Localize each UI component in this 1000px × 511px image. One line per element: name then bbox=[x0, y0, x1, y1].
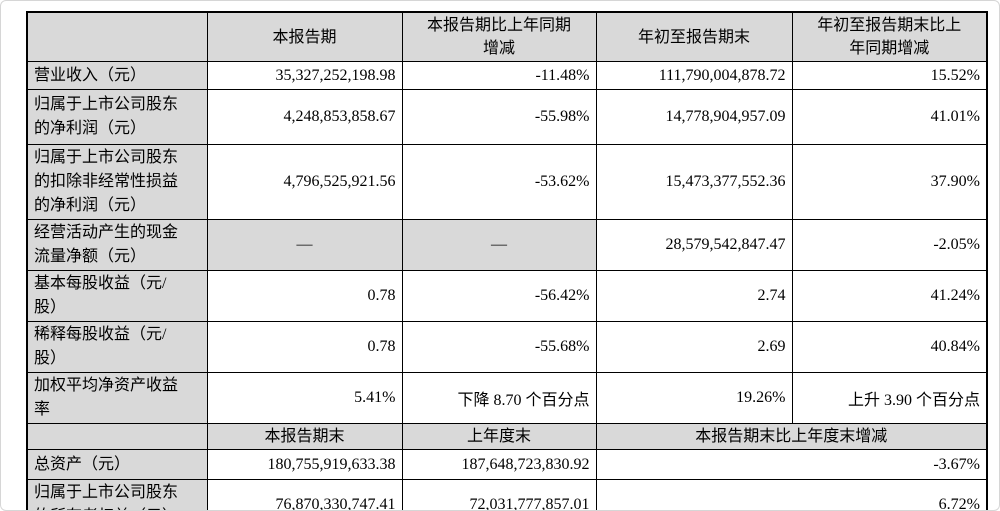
value-cell: -53.62% bbox=[401, 144, 597, 220]
empty-dash-cell: — bbox=[401, 219, 597, 271]
column-header-ytd-yoy-change: 年初至报告期末比上 年同期增减 bbox=[791, 11, 988, 62]
value-cell: -11.48% bbox=[401, 61, 597, 90]
corner-cell bbox=[26, 11, 208, 62]
value-cell: 15,473,377,552.36 bbox=[595, 144, 793, 220]
row-label: 归属于上市公司股东 的净利润（元） bbox=[26, 89, 208, 145]
corner-cell bbox=[26, 423, 208, 450]
value-cell: 41.24% bbox=[791, 270, 988, 322]
value-cell: 111,790,004,878.72 bbox=[595, 61, 793, 90]
section2-header-row: 本报告期末 上年度末 本报告期末比上年度末增减 bbox=[26, 423, 988, 450]
table-row-basic-eps: 基本每股收益（元/ 股） 0.78 -56.42% 2.74 41.24% bbox=[26, 270, 988, 322]
section1-header-row: 本报告期 本报告期比上年同期 增减 年初至报告期末 年初至报告期末比上 年同期增… bbox=[26, 11, 988, 62]
table-row-total-assets: 总资产（元） 180,755,919,633.38 187,648,723,83… bbox=[26, 449, 988, 480]
value-cell: 19.26% bbox=[595, 372, 793, 424]
table-row-net-profit-excl-nonrecurring: 归属于上市公司股东 的扣除非经常性损益 的净利润（元） 4,796,525,92… bbox=[26, 144, 988, 220]
table-row-revenue: 营业收入（元） 35,327,252,198.98 -11.48% 111,79… bbox=[26, 61, 988, 90]
value-cell: -56.42% bbox=[401, 270, 597, 322]
row-label: 总资产（元） bbox=[26, 449, 208, 480]
row-label: 加权平均净资产收益 率 bbox=[26, 372, 208, 424]
value-cell: 上升 3.90 个百分点 bbox=[791, 372, 988, 424]
value-cell: 4,796,525,921.56 bbox=[206, 144, 403, 220]
column-header-end-of-period: 本报告期末 bbox=[206, 423, 403, 450]
value-cell: 37.90% bbox=[791, 144, 988, 220]
value-cell: 76,870,330,747.41 bbox=[206, 479, 403, 510]
table-row-owners-equity: 归属于上市公司股东 的所有者权益（元） 76,870,330,747.41 72… bbox=[26, 479, 988, 510]
value-cell: 5.41% bbox=[206, 372, 403, 424]
value-cell: 0.78 bbox=[206, 321, 403, 373]
row-label: 归属于上市公司股东 的所有者权益（元） bbox=[26, 479, 208, 510]
value-cell: 下降 8.70 个百分点 bbox=[401, 372, 597, 424]
empty-dash-cell: — bbox=[206, 219, 403, 271]
value-cell: 15.52% bbox=[791, 61, 988, 90]
column-header-end-of-last-year: 上年度末 bbox=[401, 423, 597, 450]
value-cell: 72,031,777,857.01 bbox=[401, 479, 597, 510]
value-cell: 2.69 bbox=[595, 321, 793, 373]
column-header-yoy-change: 本报告期比上年同期 增减 bbox=[401, 11, 597, 62]
value-cell: 41.01% bbox=[791, 89, 988, 145]
value-cell: 2.74 bbox=[595, 270, 793, 322]
value-cell: 180,755,919,633.38 bbox=[206, 449, 403, 480]
value-cell: 14,778,904,957.09 bbox=[595, 89, 793, 145]
value-cell: 6.72% bbox=[595, 479, 988, 510]
value-cell: 4,248,853,858.67 bbox=[206, 89, 403, 145]
value-cell: 35,327,252,198.98 bbox=[206, 61, 403, 90]
column-header-current-period: 本报告期 bbox=[206, 11, 403, 62]
value-cell: -55.68% bbox=[401, 321, 597, 373]
table-row-net-profit: 归属于上市公司股东 的净利润（元） 4,248,853,858.67 -55.9… bbox=[26, 89, 988, 145]
table-row-operating-cash-flow: 经营活动产生的现金 流量净额（元） — — 28,579,542,847.47 … bbox=[26, 219, 988, 271]
value-cell: 40.84% bbox=[791, 321, 988, 373]
value-cell: -2.05% bbox=[791, 219, 988, 271]
row-label: 归属于上市公司股东 的扣除非经常性损益 的净利润（元） bbox=[26, 144, 208, 220]
financial-summary-table: 本报告期 本报告期比上年同期 增减 年初至报告期末 年初至报告期末比上 年同期增… bbox=[26, 11, 988, 510]
row-label: 经营活动产生的现金 流量净额（元） bbox=[26, 219, 208, 271]
value-cell: -55.98% bbox=[401, 89, 597, 145]
column-header-ytd: 年初至报告期末 bbox=[595, 11, 793, 62]
table-row-diluted-eps: 稀释每股收益（元/ 股） 0.78 -55.68% 2.69 40.84% bbox=[26, 321, 988, 373]
row-label: 基本每股收益（元/ 股） bbox=[26, 270, 208, 322]
row-label: 营业收入（元） bbox=[26, 61, 208, 90]
value-cell: 187,648,723,830.92 bbox=[401, 449, 597, 480]
value-cell: -3.67% bbox=[595, 449, 988, 480]
row-label: 稀释每股收益（元/ 股） bbox=[26, 321, 208, 373]
column-header-change-vs-last-year-end: 本报告期末比上年度末增减 bbox=[595, 423, 988, 450]
value-cell: 0.78 bbox=[206, 270, 403, 322]
value-cell: 28,579,542,847.47 bbox=[595, 219, 793, 271]
table-row-weighted-avg-roe: 加权平均净资产收益 率 5.41% 下降 8.70 个百分点 19.26% 上升… bbox=[26, 372, 988, 424]
